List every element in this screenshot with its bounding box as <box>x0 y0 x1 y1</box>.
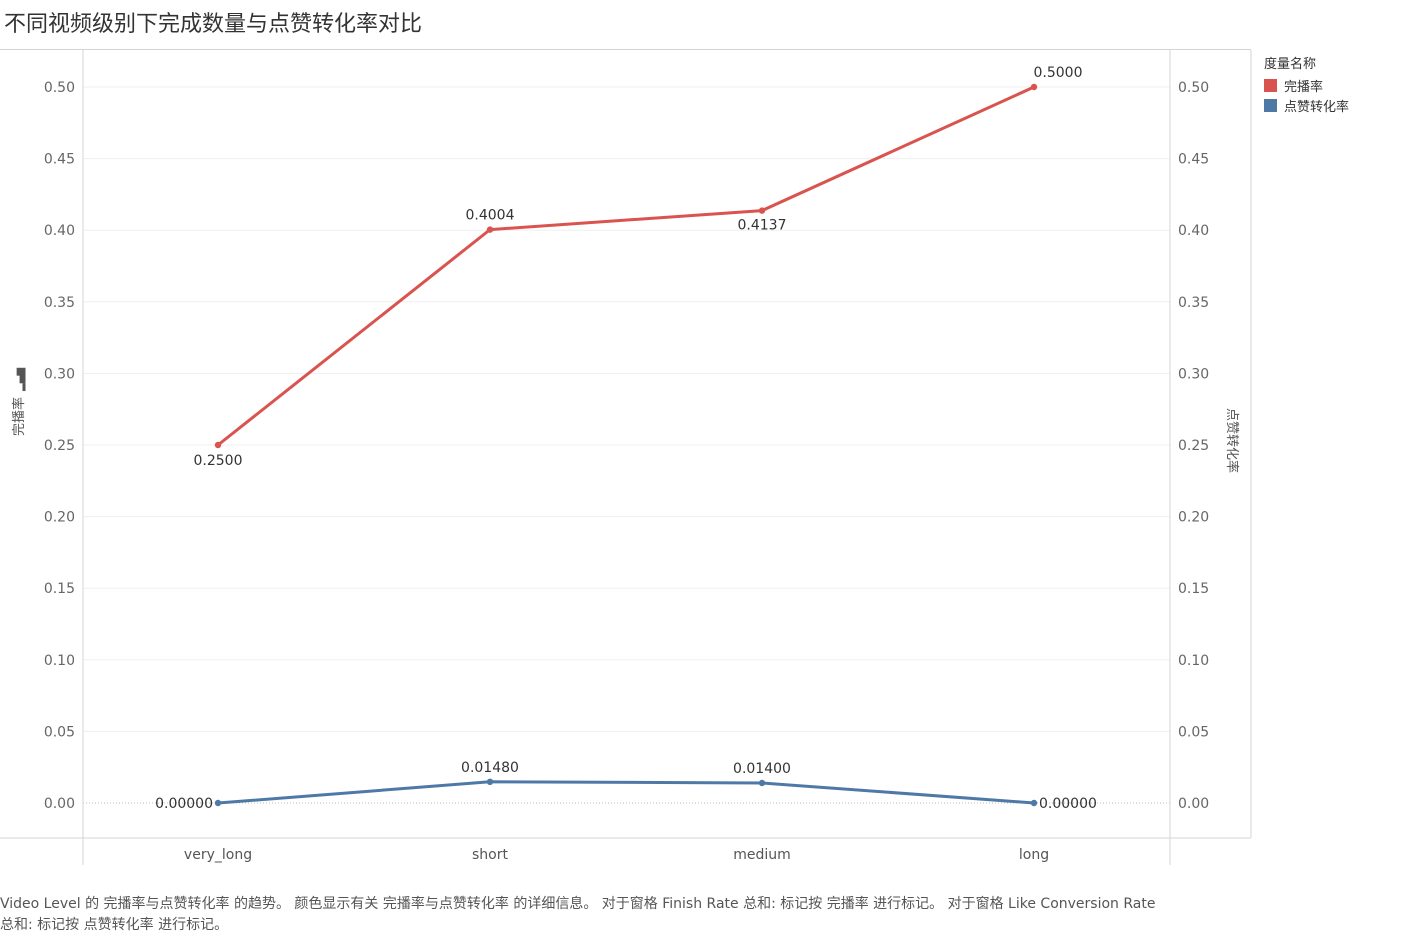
x-tick-label: very_long <box>184 847 252 863</box>
data-point <box>214 799 222 807</box>
right-tick-label: 0.00 <box>1178 796 1209 812</box>
right-axis-ticks: 0.00 0.05 0.10 0.15 0.20 0.25 0.30 0.35 0.40 0.45… <box>1178 80 1209 812</box>
data-point <box>214 441 222 449</box>
data-point <box>486 226 494 233</box>
series-line-like-rate <box>216 780 1036 805</box>
x-tick-label: medium <box>733 847 791 863</box>
legend-swatch-like-rate <box>1264 98 1277 112</box>
legend-item-like-rate[interactable]: 点赞转化率 <box>1264 95 1349 115</box>
data-point <box>1030 83 1038 91</box>
right-tick-label: 0.35 <box>1178 295 1209 311</box>
left-tick-label: 0.10 <box>44 653 75 669</box>
left-tick-label: 0.15 <box>44 581 75 597</box>
data-point <box>758 779 766 787</box>
left-tick-label: 0.25 <box>44 438 75 454</box>
legend-item-finish-rate[interactable]: 完播率 <box>1264 75 1349 95</box>
data-label: 0.00000 <box>155 796 213 812</box>
right-tick-label: 0.15 <box>1178 581 1209 597</box>
gridlines <box>83 86 1170 804</box>
data-point <box>1030 799 1038 807</box>
legend-label-finish-rate: 完播率 <box>1284 79 1324 95</box>
data-label: 0.4137 <box>738 218 787 234</box>
series-line-finish-rate <box>216 85 1036 447</box>
left-tick-label: 0.45 <box>44 152 75 168</box>
data-label: 0.2500 <box>194 453 243 469</box>
left-tick-label: 0.20 <box>44 510 75 526</box>
right-tick-label: 0.20 <box>1178 510 1209 526</box>
chart-caption: Video Level 的 完播率与点赞转化率 的趋势。 颜色显示有关 完播率与… <box>0 896 1156 933</box>
legend-label-like-rate: 点赞转化率 <box>1284 99 1350 115</box>
legend-swatch-finish-rate <box>1264 78 1277 92</box>
x-tick-label: long <box>1019 847 1049 863</box>
legend-title: 度量名称 <box>1264 57 1317 72</box>
left-axis-ticks: 0.00 0.05 0.10 0.15 0.20 0.25 0.30 0.35 0.40 0.45… <box>44 80 75 812</box>
title-divider <box>0 49 1251 50</box>
right-tick-label: 0.40 <box>1178 223 1209 239</box>
legend: 度量名称 完播率 点赞转化率 <box>1264 53 1349 115</box>
right-tick-label: 0.10 <box>1178 653 1209 669</box>
plot-frame <box>0 50 1252 865</box>
right-tick-label: 0.25 <box>1178 438 1209 454</box>
data-label: 0.5000 <box>1034 65 1083 81</box>
data-label: 0.00000 <box>1039 796 1097 812</box>
left-tick-label: 0.00 <box>44 796 75 812</box>
data-labels: 0.2500 0.4004 0.4137 0.5000 0.00000 0.01480 0.… <box>155 65 1097 812</box>
chart-title: 不同视频级别下完成数量与点赞转化率对比 <box>4 12 423 37</box>
data-label: 0.01480 <box>461 760 519 776</box>
left-tick-label: 0.30 <box>44 366 75 382</box>
left-tick-label: 0.50 <box>44 80 75 96</box>
data-label: 0.4004 <box>466 208 515 224</box>
data-point <box>486 778 494 786</box>
right-tick-label: 0.45 <box>1178 152 1209 168</box>
x-axis-ticks: very_long short medium long <box>184 847 1049 863</box>
right-tick-label: 0.05 <box>1178 724 1209 740</box>
left-tick-label: 0.05 <box>44 724 75 740</box>
series-layer <box>214 83 1038 807</box>
x-tick-label: short <box>472 847 508 863</box>
right-tick-label: 0.50 <box>1178 80 1209 96</box>
right-tick-label: 0.30 <box>1178 366 1209 382</box>
data-label: 0.01400 <box>733 761 791 777</box>
data-point <box>758 207 766 214</box>
left-tick-label: 0.40 <box>44 223 75 239</box>
left-tick-label: 0.35 <box>44 295 75 311</box>
